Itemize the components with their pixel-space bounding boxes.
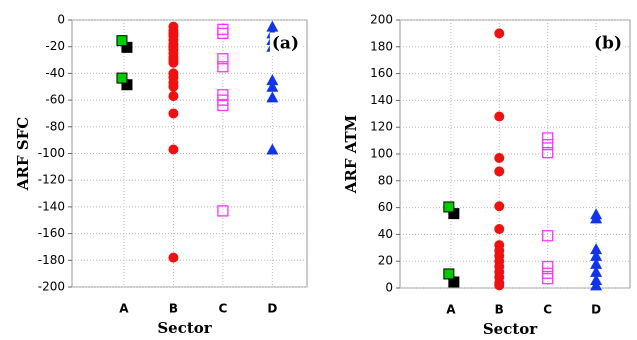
circle-marker — [494, 153, 505, 164]
y-tick-label: -40 — [45, 66, 65, 80]
circle-marker — [168, 91, 179, 102]
y-tick-label: 160 — [370, 66, 393, 80]
y-tick-label: -60 — [45, 93, 65, 107]
y-axis-title: ARF SFC — [14, 117, 32, 191]
y-tick-label: -80 — [45, 119, 65, 133]
y-tick-label: 80 — [378, 173, 393, 187]
open-square-marker — [542, 272, 554, 285]
circle-marker — [168, 108, 179, 119]
circle-marker — [494, 111, 505, 122]
triangle-marker — [266, 91, 279, 103]
x-tick-label: C — [218, 302, 227, 316]
y-tick-label: -100 — [38, 146, 65, 160]
circle-marker — [494, 280, 505, 291]
square-marker — [443, 268, 455, 280]
x-tick-label: A — [446, 303, 456, 317]
circle-marker — [494, 28, 505, 39]
open-square-marker — [217, 99, 229, 112]
y-tick-label: 0 — [57, 13, 65, 27]
open-square-marker — [542, 132, 554, 144]
y-tick-label: 40 — [378, 227, 393, 241]
x-tick-label: C — [543, 303, 552, 317]
open-square-marker — [217, 27, 229, 40]
panel-label-bg — [269, 32, 301, 55]
y-tick-label: 200 — [370, 13, 393, 27]
y-axis-title: ARF ATM — [342, 115, 360, 195]
open-square-marker — [542, 138, 554, 151]
open-square-marker — [217, 53, 229, 65]
y-tick-label: -160 — [38, 226, 65, 240]
panel-label: (a) — [272, 34, 299, 54]
open-square-marker — [217, 61, 229, 73]
y-tick-label: -200 — [38, 280, 65, 294]
triangle-marker — [266, 143, 279, 155]
x-axis-title: Sector — [483, 320, 538, 338]
triangle-marker — [590, 279, 603, 291]
square-marker — [116, 72, 128, 84]
triangle-marker — [590, 249, 603, 261]
x-tick-label: B — [169, 302, 178, 316]
x-tick-label: B — [495, 303, 504, 317]
y-tick-label: -180 — [38, 253, 65, 267]
x-tick-label: A — [119, 302, 129, 316]
panel-label: (b) — [594, 34, 622, 54]
x-tick-label: D — [267, 302, 277, 316]
circle-marker — [494, 224, 505, 235]
triangle-marker — [266, 80, 279, 92]
y-tick-label: 140 — [370, 93, 393, 107]
x-tick-label: D — [591, 303, 601, 317]
x-axis-title: Sector — [157, 319, 212, 337]
circle-marker — [168, 81, 179, 92]
triangle-marker — [590, 257, 603, 269]
open-square-marker — [542, 260, 554, 273]
y-tick-label: 0 — [385, 281, 393, 295]
y-tick-label: -20 — [45, 39, 65, 53]
circle-marker — [494, 201, 505, 212]
triangle-marker — [590, 243, 603, 255]
panel-label-bg — [592, 32, 624, 55]
triangle-marker — [590, 265, 603, 277]
y-tick-label: 120 — [370, 120, 393, 134]
y-tick-label: 20 — [378, 254, 393, 268]
y-tick-label: -140 — [38, 199, 65, 213]
y-tick-label: -120 — [38, 173, 65, 187]
triangle-marker — [266, 20, 279, 32]
y-tick-label: 100 — [370, 147, 393, 161]
circle-marker — [168, 252, 179, 263]
square-marker — [116, 35, 128, 47]
triangle-marker — [590, 212, 603, 224]
square-marker — [443, 201, 455, 213]
open-square-marker — [542, 230, 554, 242]
open-square-marker — [217, 205, 229, 217]
y-tick-label: 180 — [370, 39, 393, 53]
triangle-marker — [266, 74, 279, 86]
circle-marker — [168, 57, 179, 68]
circle-marker — [168, 144, 179, 155]
open-square-marker — [542, 147, 554, 159]
y-tick-label: 60 — [378, 200, 393, 214]
circle-marker — [494, 166, 505, 177]
